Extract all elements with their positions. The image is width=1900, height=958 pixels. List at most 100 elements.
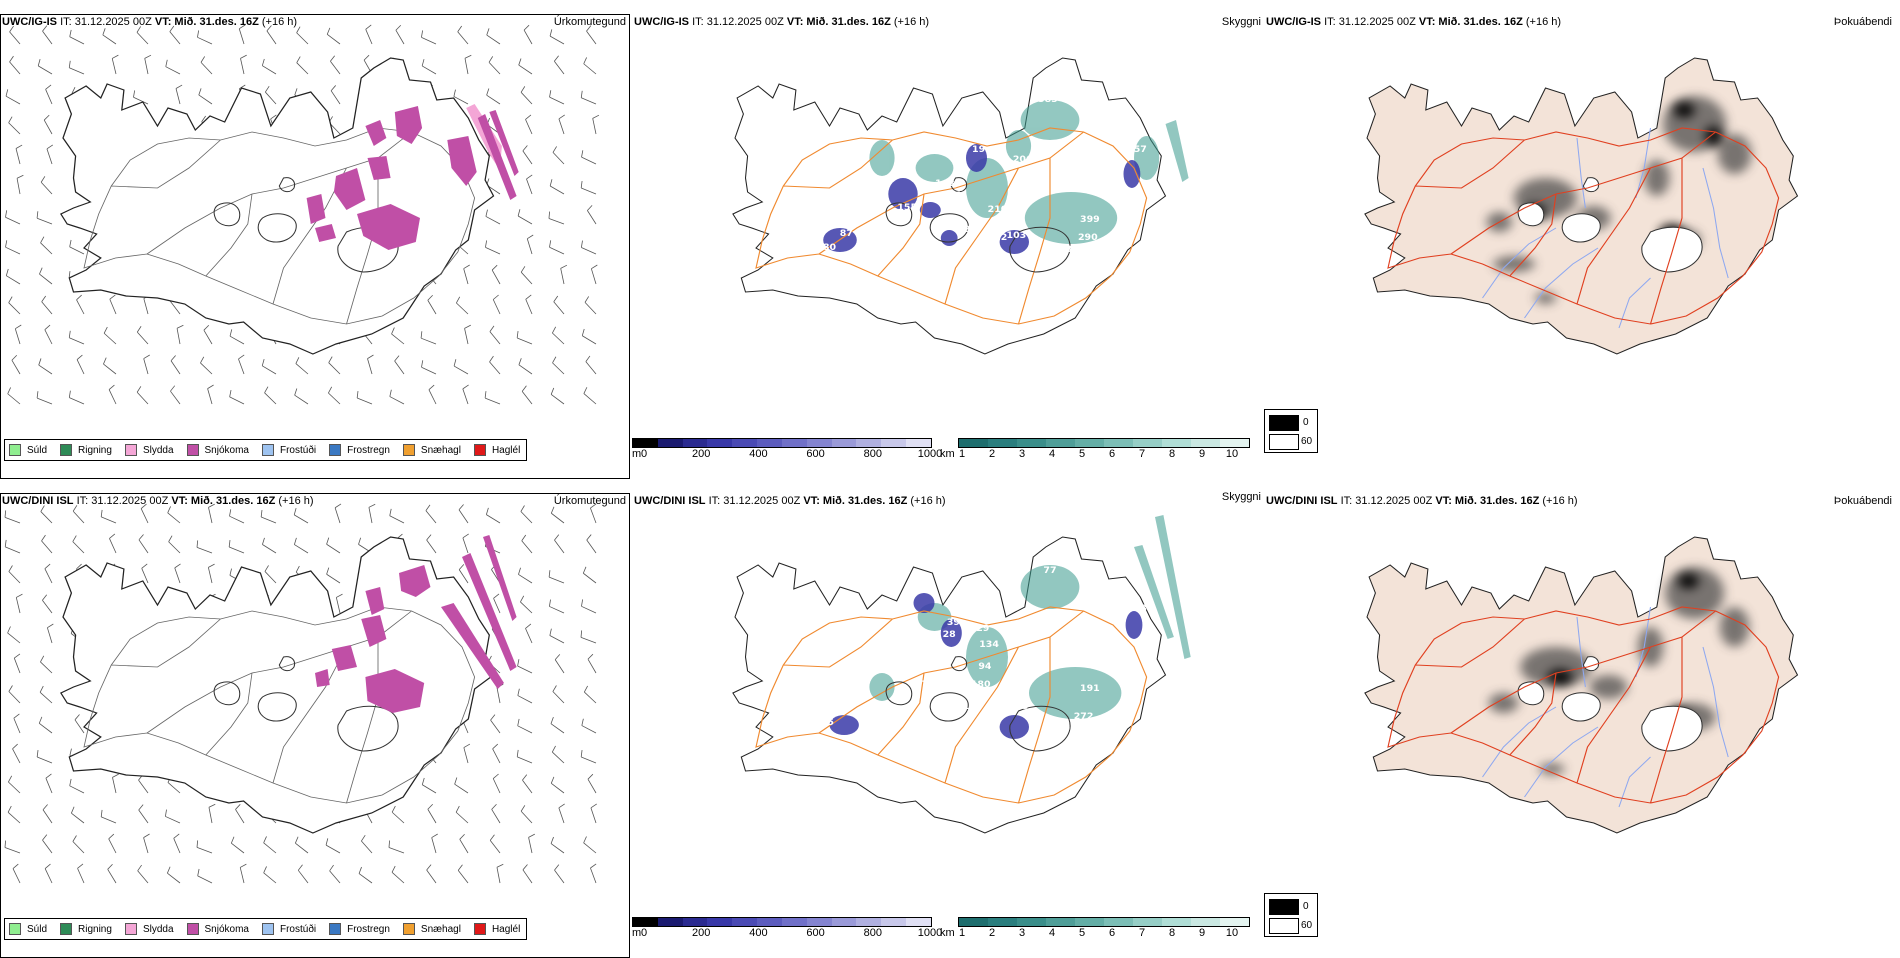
colorbar-cell <box>906 439 931 447</box>
legend-item: Snæhagl <box>402 444 461 456</box>
legend-item: Slydda <box>124 444 174 456</box>
valid-label: VT: <box>803 495 820 507</box>
legend-item: Snæhagl <box>402 923 461 935</box>
ceiling-label: 124 <box>962 701 982 712</box>
tick-label: 9 <box>1198 448 1206 460</box>
precip-type-legend: Súld Rigning Slydda Snjókoma Frostúði Frostre… <box>4 918 528 940</box>
coastline <box>1364 57 1799 355</box>
legend-swatch <box>329 923 342 935</box>
colorbar-cell <box>856 918 882 926</box>
legend-item: Haglél <box>473 923 520 935</box>
precip-map <box>4 503 597 884</box>
colorbar-cell <box>1104 918 1133 926</box>
fog-panel-row1: UWC/IG-IS IT: 31.12.2025 00Z VT: Mið. 31… <box>1264 14 1900 479</box>
tick-label: 800 <box>863 927 882 939</box>
legend-swatch <box>473 923 486 935</box>
ceiling-label: 17 <box>1113 597 1126 608</box>
colorbar-cell <box>657 918 683 926</box>
precip-type-legend: Súld Rigning Slydda Snjókoma Frostúði Frostre… <box>4 439 528 461</box>
issue-time: IT: 31.12.2025 00Z <box>1324 16 1416 28</box>
legend-item: Snjókoma <box>186 444 249 456</box>
ceiling-label: 15 <box>1106 110 1119 121</box>
legend-item: Rigning <box>60 923 112 935</box>
ceiling-label: 143 <box>935 178 955 189</box>
tick-label: 400 <box>749 927 768 939</box>
tick-label: 1 <box>958 927 966 939</box>
valid-time: Mið. 31.des. 16Z <box>806 16 891 28</box>
ceiling-label: 180 <box>971 679 991 690</box>
snow-areas <box>315 565 431 713</box>
legend-label: Frostregn <box>347 923 390 935</box>
ceiling-label: 399 <box>1080 214 1100 225</box>
colorbar-cell <box>682 918 708 926</box>
tick-label: 5 <box>1078 927 1086 939</box>
colorbar-cell <box>781 439 807 447</box>
legend-label: Slydda <box>142 923 174 935</box>
tick-label: 600 <box>806 448 825 460</box>
ceiling-height-colorbar <box>632 438 932 448</box>
colorbar-cell <box>1162 918 1191 926</box>
panel-header: UWC/DINI ISL IT: 31.12.2025 00Z VT: Mið.… <box>634 495 946 507</box>
colorbar-cell <box>1191 439 1220 447</box>
precip-panel-row2: UWC/DINI ISL IT: 31.12.2025 00Z VT: Mið.… <box>0 493 630 958</box>
tick-label: 2 <box>988 927 996 939</box>
fog-dark-swatch <box>1269 415 1299 431</box>
legend-label: Frostúði <box>279 923 317 935</box>
valid-time: Mið. 31.des. 16Z <box>1438 16 1523 28</box>
visibility-areas <box>869 100 1189 244</box>
model-name: UWC/IG-IS <box>1266 16 1321 28</box>
fog-dark-label: 0 <box>1303 417 1309 428</box>
valid-label: VT: <box>1418 16 1436 28</box>
coastline <box>1364 536 1799 834</box>
legend-item: Snjókoma <box>186 923 249 935</box>
ceiling-label: 290 <box>1078 232 1098 243</box>
panel-type-label: Skyggni <box>1221 16 1261 28</box>
ceiling-height-colorbar <box>632 917 932 927</box>
ceiling-label: 122 <box>988 232 1008 243</box>
fog-dark-swatch <box>1269 899 1299 915</box>
issue-time: IT: 31.12.2025 00Z <box>708 495 801 507</box>
legend-label: Snjókoma <box>204 923 249 935</box>
colorbar-cell <box>1133 918 1162 926</box>
legend-swatch <box>9 444 21 456</box>
precip-panel-row1: UWC/IG-IS IT: 31.12.2025 00Z VT: Mið. 31… <box>0 14 630 479</box>
legend-label: Súld <box>27 923 48 935</box>
ceiling-label: 39 <box>947 617 960 628</box>
visibility-unit: km <box>940 927 955 939</box>
legend-label: Snæhagl <box>420 444 461 456</box>
snow-areas <box>306 106 477 250</box>
panel-type-label: Úrkomutegund <box>553 16 626 28</box>
ceiling-label: 80 <box>823 242 836 253</box>
ceiling-label: 29 <box>957 224 970 235</box>
panel-type-label: Úrkomutegund <box>553 495 626 507</box>
panel-header: UWC/IG-IS IT: 31.12.2025 00Z VT: Mið. 31… <box>1266 16 1561 28</box>
colorbar-cell <box>831 918 857 926</box>
issue-time: IT: 31.12.2025 00Z <box>60 16 152 28</box>
colorbar-cell <box>1046 918 1075 926</box>
ceiling-label: 38 <box>1134 603 1147 614</box>
legend-swatch <box>402 923 415 935</box>
tick-label: 4 <box>1048 927 1056 939</box>
legend-item: Frostúði <box>261 444 317 456</box>
colorbar-cell <box>856 439 882 447</box>
valid-time: Mið. 31.des. 16Z <box>822 495 908 507</box>
ceiling-areas <box>823 144 1141 254</box>
ceiling-label: 74 <box>922 679 935 690</box>
ceiling-label: 103 <box>1007 230 1027 241</box>
ceiling-label: 57 <box>1134 144 1147 155</box>
ceiling-label: 206 <box>1013 154 1033 165</box>
colorbar-cell <box>881 439 907 447</box>
colorbar-cell <box>633 439 658 447</box>
snow-bands-offshore <box>440 535 517 689</box>
visibility-unit: km <box>940 448 955 460</box>
panel-header: UWC/IG-IS IT: 31.12.2025 00Z VT: Mið. 31… <box>634 16 929 28</box>
tick-label: 1 <box>958 448 966 460</box>
colorbar-cell <box>988 918 1017 926</box>
colorbar-cell <box>988 439 1017 447</box>
lead-time: (+16 h) <box>261 16 298 28</box>
colorbar-cell <box>1220 918 1249 926</box>
tick-label: 8 <box>1168 927 1176 939</box>
legend-label: Frostúði <box>279 444 317 456</box>
